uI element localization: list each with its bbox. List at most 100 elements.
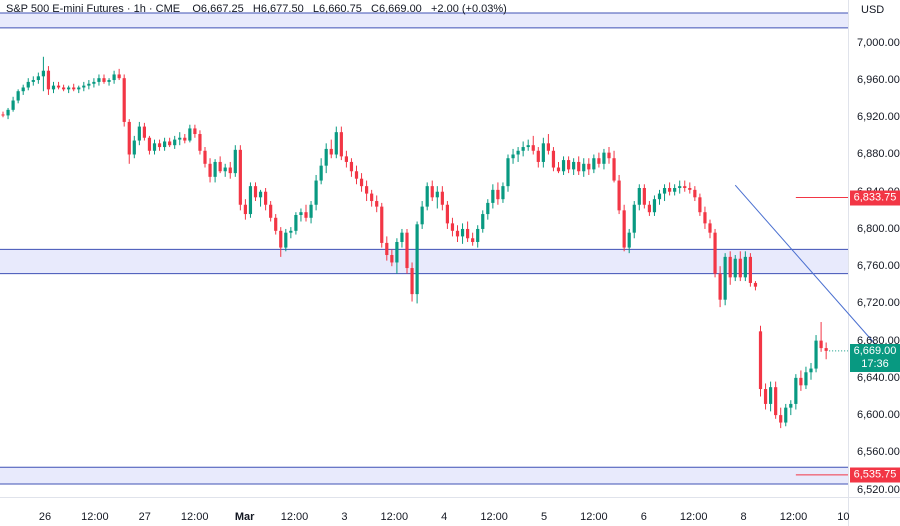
candle-body: [314, 180, 318, 205]
current-price-tag: 6,669.00 17:36: [850, 343, 900, 372]
candle-body: [16, 91, 20, 101]
candle-body: [698, 197, 702, 213]
candle-body: [748, 256, 752, 283]
candle-body: [157, 143, 162, 148]
candle-body: [491, 189, 495, 203]
low-value: 6,660.75: [319, 3, 362, 15]
price-tick-label: 6,800.00: [857, 222, 900, 235]
candle-body: [794, 377, 798, 404]
candle-body: [82, 85, 86, 88]
candle-body: [248, 186, 253, 215]
candle-body: [395, 241, 399, 263]
candle-body: [662, 188, 667, 194]
candle-body: [168, 141, 172, 146]
candle-body: [173, 139, 177, 146]
candle-body: [294, 214, 298, 231]
candle-body: [789, 403, 793, 408]
time-tick-label: 3: [341, 511, 348, 523]
candle-body: [693, 189, 697, 198]
candle-body: [319, 165, 323, 181]
candle-body: [344, 156, 348, 162]
candle-body: [809, 368, 813, 373]
candle-body: [279, 230, 283, 248]
candle-body: [572, 161, 576, 170]
currency-label[interactable]: USD: [861, 4, 885, 16]
candle-body: [471, 238, 475, 242]
candle-body: [627, 232, 631, 248]
candle-body: [72, 87, 76, 90]
candle-body: [521, 147, 525, 151]
candle-body: [460, 228, 465, 237]
candle-body: [117, 74, 121, 79]
open-label: O: [192, 3, 201, 15]
candle-body: [723, 256, 727, 300]
candle-body: [304, 212, 308, 218]
candle-body: [501, 186, 505, 200]
candle-body: [511, 154, 515, 159]
trend-line: [734, 184, 893, 364]
symbol-header: S&P 500 E-mini Futures · 1h · CME O6,667…: [6, 3, 507, 15]
candle-body: [359, 178, 364, 187]
candle-body: [733, 258, 737, 278]
candle-body: [208, 163, 212, 177]
candle-body: [188, 128, 192, 141]
candle-body: [703, 212, 707, 224]
candle-body: [92, 81, 96, 84]
candle-body: [253, 186, 258, 198]
open-value: 6,667.25: [200, 3, 244, 15]
change-value: +2.00 (+0.03%): [431, 3, 507, 15]
candle-body: [87, 83, 91, 86]
candle-body: [289, 230, 293, 233]
time-tick-label: 12:00: [580, 511, 608, 523]
candle-body: [258, 191, 263, 198]
price-tick-label: 6,920.00: [857, 111, 900, 124]
candle-body: [440, 191, 444, 205]
candle-body: [738, 258, 742, 278]
candle-body: [647, 204, 651, 213]
zone-fill-2: [0, 467, 848, 484]
candle-body: [551, 150, 556, 168]
candle-body: [587, 163, 591, 170]
candle-body: [713, 232, 717, 274]
time-tick-label: 6: [640, 511, 647, 523]
candle-body: [339, 132, 343, 157]
candle-body: [97, 78, 101, 82]
bar-countdown: 17:36: [861, 357, 889, 370]
candle-body: [516, 150, 520, 155]
time-tick-label: 26: [38, 511, 52, 523]
candle-body: [152, 143, 157, 151]
time-tick-label: 8: [740, 511, 747, 523]
candle-body: [238, 149, 242, 205]
candle-body: [486, 202, 490, 215]
candle-body: [284, 232, 288, 248]
candle-body: [112, 74, 116, 81]
candle-body: [657, 193, 662, 200]
candle-body: [11, 100, 15, 110]
candle-body: [541, 143, 545, 162]
candle-body: [561, 160, 566, 172]
candle-body: [56, 85, 61, 88]
time-tick-label: 12:00: [81, 511, 109, 523]
candle-body: [556, 167, 561, 172]
price-tick-label: 6,960.00: [857, 74, 900, 87]
candle-body: [455, 230, 460, 237]
symbol-name[interactable]: S&P 500 E-mini Futures: [6, 3, 124, 15]
candle-body: [577, 161, 581, 172]
candle-body: [799, 377, 803, 386]
candle-body: [688, 188, 692, 190]
price-tick-label: 6,760.00: [857, 260, 900, 273]
candle-body: [405, 232, 409, 269]
candle-body: [36, 76, 40, 81]
candle-body: [6, 109, 10, 116]
candle-body: [612, 158, 616, 181]
candle-body: [400, 232, 404, 242]
candle-body: [637, 188, 641, 205]
candle-body: [673, 188, 677, 192]
time-tick-label: 12:00: [779, 511, 808, 523]
candle-body: [708, 223, 712, 233]
candle-body: [31, 80, 35, 82]
interval-label[interactable]: 1h: [133, 3, 146, 15]
current-price-value: 6,669.00: [853, 344, 897, 357]
